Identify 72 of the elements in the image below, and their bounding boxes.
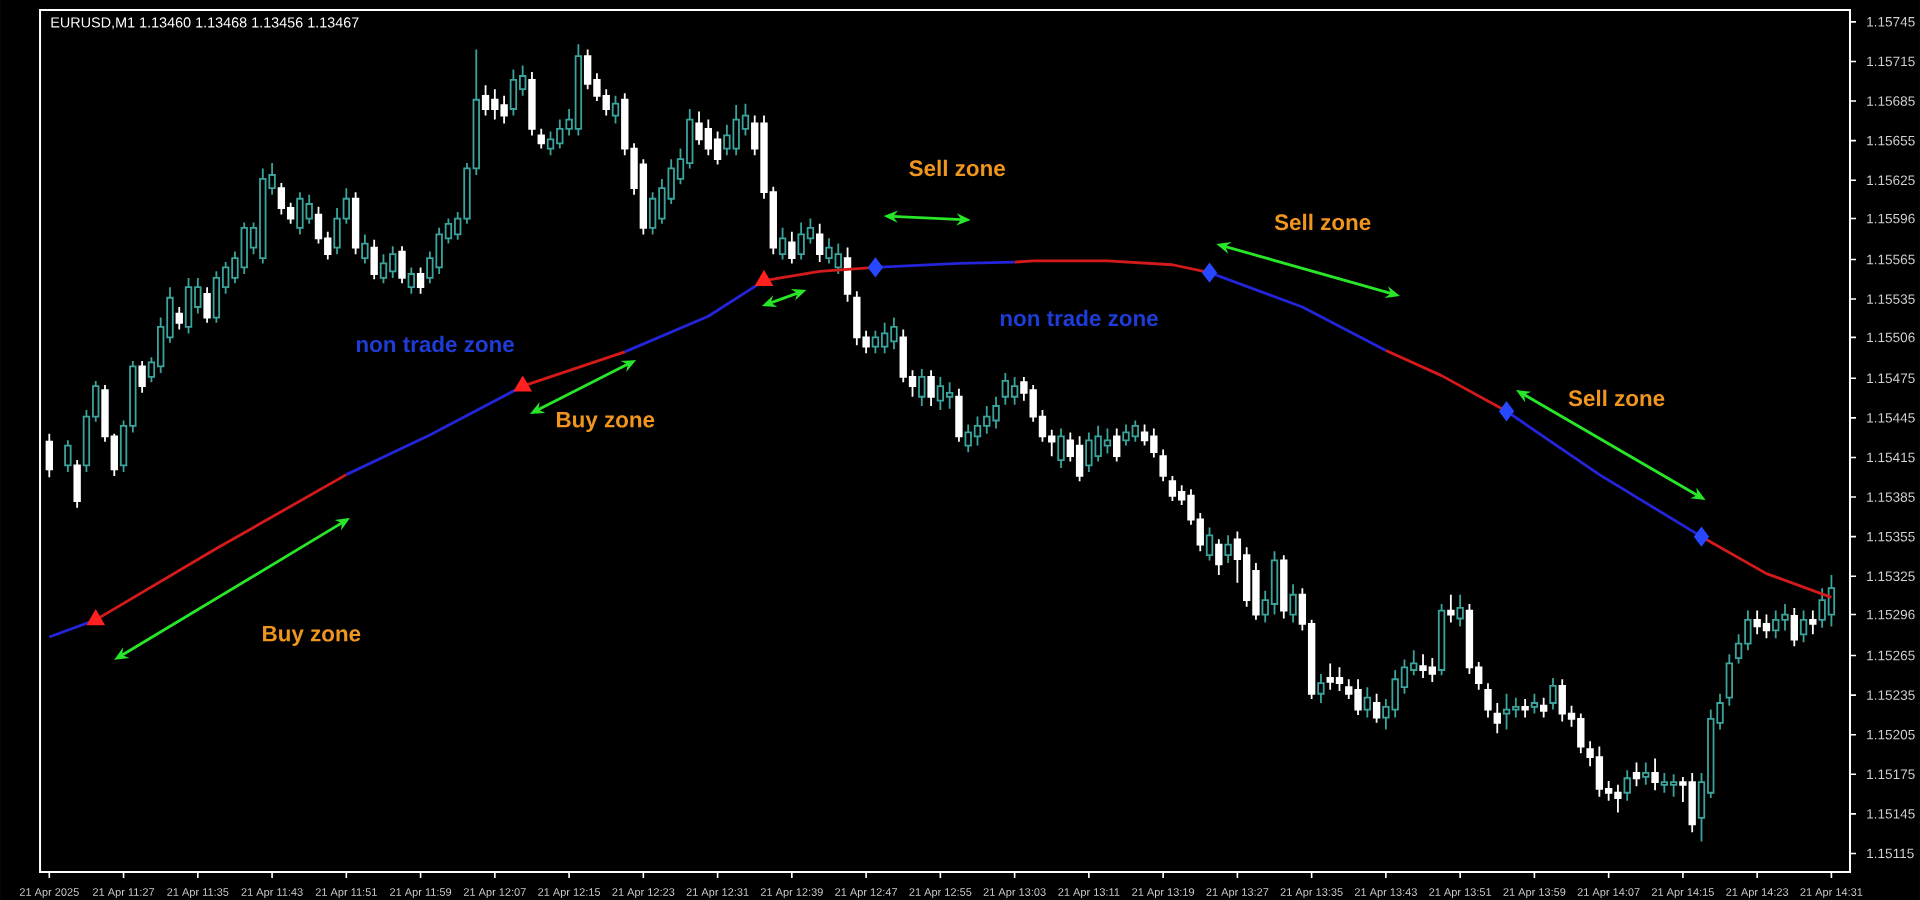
candlestick bbox=[1456, 593, 1464, 628]
point bbox=[1202, 263, 1217, 282]
annotation: Buy zone bbox=[556, 411, 655, 432]
candlestick bbox=[1549, 677, 1557, 711]
candlestick bbox=[1270, 550, 1279, 616]
annotation: Sell zone bbox=[1568, 389, 1665, 407]
candlestick bbox=[1224, 534, 1232, 564]
candlestick bbox=[1447, 593, 1455, 624]
point bbox=[87, 610, 104, 626]
candlestick bbox=[1623, 769, 1631, 802]
candlestick bbox=[1493, 702, 1501, 735]
candlestick bbox=[1159, 448, 1167, 483]
candlestick bbox=[1215, 538, 1223, 576]
candlestick bbox=[73, 459, 81, 509]
candlestick bbox=[1669, 773, 1678, 798]
annotation: non trade zone bbox=[1000, 309, 1158, 327]
point bbox=[755, 271, 773, 286]
candlestick bbox=[816, 222, 824, 264]
candlestick bbox=[1484, 682, 1492, 719]
candlestick bbox=[1725, 653, 1734, 707]
candlestick bbox=[945, 381, 954, 410]
point bbox=[1694, 527, 1709, 546]
candlestick bbox=[1790, 607, 1798, 648]
candlestick bbox=[277, 182, 286, 216]
candlestick bbox=[203, 286, 211, 324]
candlestick bbox=[64, 439, 72, 473]
candlestick bbox=[1540, 696, 1548, 719]
candlestick bbox=[175, 306, 183, 331]
candlestick bbox=[212, 270, 221, 324]
candlestick bbox=[871, 329, 880, 355]
candlestick bbox=[1437, 603, 1446, 677]
candlestick bbox=[778, 226, 787, 261]
point bbox=[868, 258, 883, 277]
annotation: Buy zone bbox=[263, 625, 361, 646]
candlestick bbox=[398, 245, 406, 285]
candlestick bbox=[1372, 692, 1381, 724]
candlestick bbox=[1057, 427, 1065, 469]
candlestick bbox=[537, 127, 545, 150]
candlestick bbox=[184, 277, 193, 335]
candlestick bbox=[1317, 673, 1325, 704]
candlestick bbox=[1521, 698, 1529, 719]
candlestick bbox=[351, 191, 360, 256]
point bbox=[1499, 402, 1514, 421]
candlestick bbox=[1280, 554, 1288, 620]
candlestick bbox=[936, 376, 945, 411]
annotation: Sell zone bbox=[909, 159, 1005, 177]
candlestick bbox=[528, 71, 536, 137]
candlestick bbox=[509, 68, 518, 117]
annotation: non trade zone bbox=[356, 335, 514, 353]
candlestick bbox=[788, 230, 796, 265]
annotation: Sell zone bbox=[1274, 213, 1371, 231]
candlestick bbox=[927, 369, 935, 407]
candlestick bbox=[1642, 761, 1650, 786]
candlestick bbox=[955, 387, 963, 443]
candlestick bbox=[45, 432, 53, 479]
candlestick bbox=[361, 233, 369, 265]
candlestick bbox=[1168, 475, 1177, 502]
candlestick bbox=[1001, 372, 1010, 406]
candlestick bbox=[1075, 435, 1084, 483]
candlestick bbox=[1113, 427, 1121, 463]
candlestick bbox=[1363, 686, 1372, 719]
candlestick bbox=[1809, 609, 1817, 636]
candlestick bbox=[1651, 757, 1659, 792]
candlestick bbox=[1205, 526, 1214, 562]
point bbox=[514, 377, 531, 392]
candlestick bbox=[1010, 376, 1019, 406]
candlestick bbox=[407, 266, 415, 295]
candlestick bbox=[138, 360, 146, 394]
candlestick bbox=[370, 238, 378, 281]
candlestick bbox=[1289, 583, 1297, 624]
candlestick bbox=[1660, 772, 1669, 794]
candlestick bbox=[918, 368, 926, 407]
